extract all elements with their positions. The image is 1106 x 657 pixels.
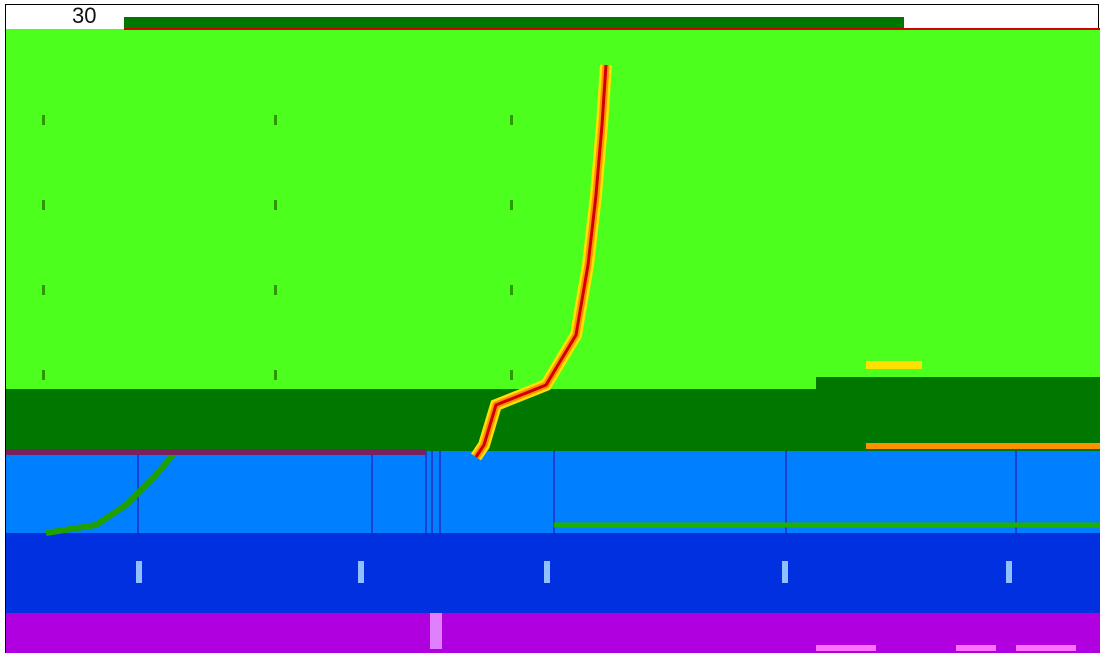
blue-band-mark-0 bbox=[136, 561, 142, 583]
sky-rising-curve bbox=[45, 449, 179, 536]
grid-tick-2-1 bbox=[510, 200, 513, 210]
grid-tick-0-0 bbox=[42, 115, 45, 125]
grid-tick-1-2 bbox=[274, 285, 277, 295]
grid-tick-1-1 bbox=[274, 200, 277, 210]
right-bulge-highlight bbox=[866, 361, 922, 369]
right-bulge bbox=[816, 377, 1100, 391]
band-dark-green bbox=[6, 389, 1100, 451]
right-boundary-noise bbox=[866, 443, 1100, 449]
y-tick-label-30: 30 bbox=[72, 3, 97, 28]
band-purple bbox=[6, 613, 1100, 653]
grid-tick-2-2 bbox=[510, 285, 513, 295]
blue-band-mark-4 bbox=[1006, 561, 1012, 583]
purple-dash-2 bbox=[956, 645, 996, 651]
grid-tick-1-0 bbox=[274, 115, 277, 125]
grid-tick-0-3 bbox=[42, 370, 45, 380]
grid-tick-2-0 bbox=[510, 115, 513, 125]
grid-tick-0-1 bbox=[42, 200, 45, 210]
band-blue bbox=[6, 533, 1100, 613]
ribbon-core bbox=[474, 64, 608, 458]
blue-band-mark-2 bbox=[544, 561, 550, 583]
chart-frame: 30 bbox=[5, 3, 1100, 653]
grid-tick-2-3 bbox=[510, 370, 513, 380]
purple-dash-3 bbox=[1016, 645, 1076, 651]
purple-dash-1 bbox=[816, 645, 876, 651]
blue-band-mark-3 bbox=[782, 561, 788, 583]
left-boundary-noise bbox=[6, 449, 426, 455]
grid-tick-0-2 bbox=[42, 285, 45, 295]
top-noise-strip bbox=[124, 17, 904, 29]
blue-band-mark-1 bbox=[358, 561, 364, 583]
purple-mark bbox=[430, 613, 442, 649]
band-top bbox=[6, 29, 1100, 389]
grid-tick-1-3 bbox=[274, 370, 277, 380]
chart-plot bbox=[6, 17, 1100, 653]
